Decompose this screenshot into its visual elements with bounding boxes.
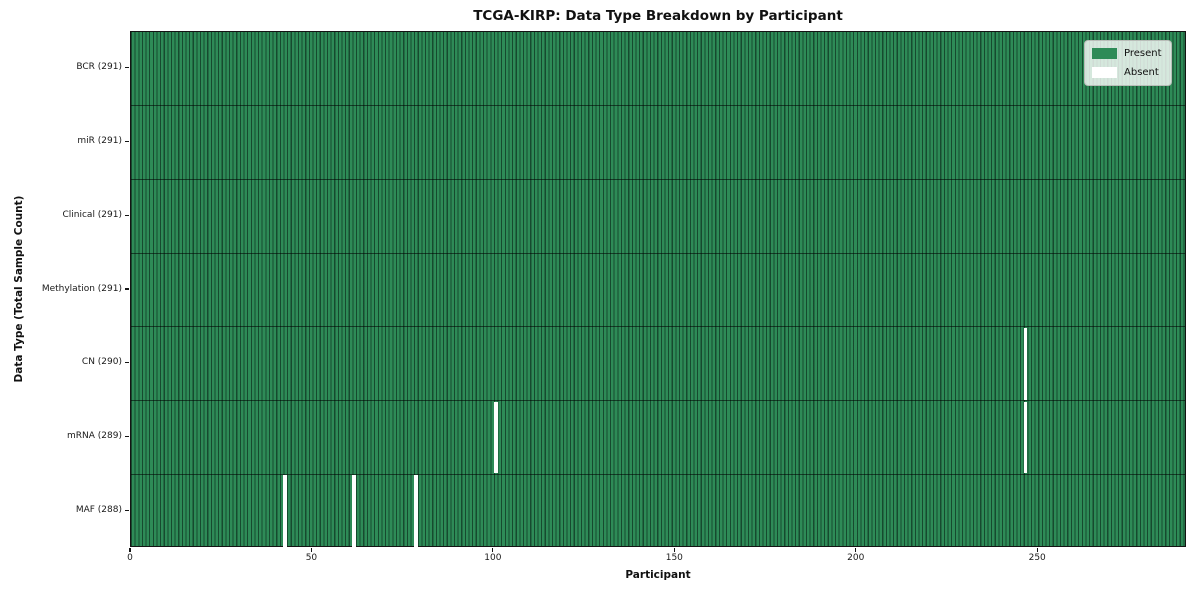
- row-separator: [131, 178, 1185, 181]
- x-tick: [1036, 548, 1038, 552]
- y-tick: [124, 435, 129, 438]
- legend-item-present: Present: [1092, 46, 1162, 61]
- absent-cell-MAF-61: [352, 475, 356, 547]
- absent-cell-MAF-78: [414, 475, 418, 547]
- row-separator: [131, 326, 1185, 328]
- y-tick: [124, 509, 129, 511]
- y-tick: [124, 67, 129, 69]
- x-tick-label-250: 250: [1028, 553, 1046, 563]
- y-tick-label-BCR: BCR (291): [76, 62, 122, 73]
- y-tick: [124, 362, 129, 364]
- x-axis-label: Participant: [625, 569, 691, 581]
- x-tick: [673, 548, 675, 552]
- x-tick: [492, 548, 494, 552]
- legend-item-absent: Absent: [1092, 65, 1162, 80]
- row-separator: [131, 105, 1185, 107]
- y-tick-label-Methylation: Methylation (291): [41, 283, 122, 294]
- y-tick: [124, 214, 129, 216]
- x-tick: [310, 548, 313, 552]
- y-tick-label-MAF: MAF (288): [75, 504, 122, 515]
- x-tick-label-0: 0: [127, 553, 133, 563]
- absent-cell-CN-246: [1023, 327, 1028, 400]
- x-tick: [855, 548, 857, 552]
- y-tick-label-Clinical: Clinical (291): [62, 209, 122, 220]
- row-separator: [131, 252, 1185, 254]
- absent-cell-mRNA-100: [493, 401, 498, 474]
- row-separator: [131, 473, 1185, 475]
- x-tick-label-50: 50: [305, 553, 318, 563]
- chart-title: TCGA-KIRP: Data Type Breakdown by Partic…: [473, 8, 843, 24]
- y-tick-label-mRNA: mRNA (289): [67, 430, 122, 441]
- x-tick-label-200: 200: [847, 553, 865, 563]
- x-tick-label-150: 150: [665, 553, 683, 563]
- legend-label: Present: [1124, 48, 1162, 59]
- y-tick: [124, 288, 129, 290]
- legend: Present Absent: [1084, 40, 1172, 86]
- plot-area: [130, 31, 1186, 547]
- x-tick-label-100: 100: [484, 553, 502, 563]
- legend-swatch-absent: [1092, 67, 1117, 78]
- absent-cell-mRNA-246: [1023, 401, 1028, 474]
- legend-swatch-present: [1092, 48, 1117, 59]
- absent-cell-MAF-42: [283, 475, 288, 547]
- y-tick-label-CN: CN (290): [81, 357, 122, 368]
- legend-label: Absent: [1124, 67, 1159, 78]
- row-separator: [131, 399, 1185, 402]
- y-tick-label-miR: miR (291): [77, 136, 122, 147]
- y-tick: [124, 140, 129, 143]
- x-tick: [129, 548, 131, 552]
